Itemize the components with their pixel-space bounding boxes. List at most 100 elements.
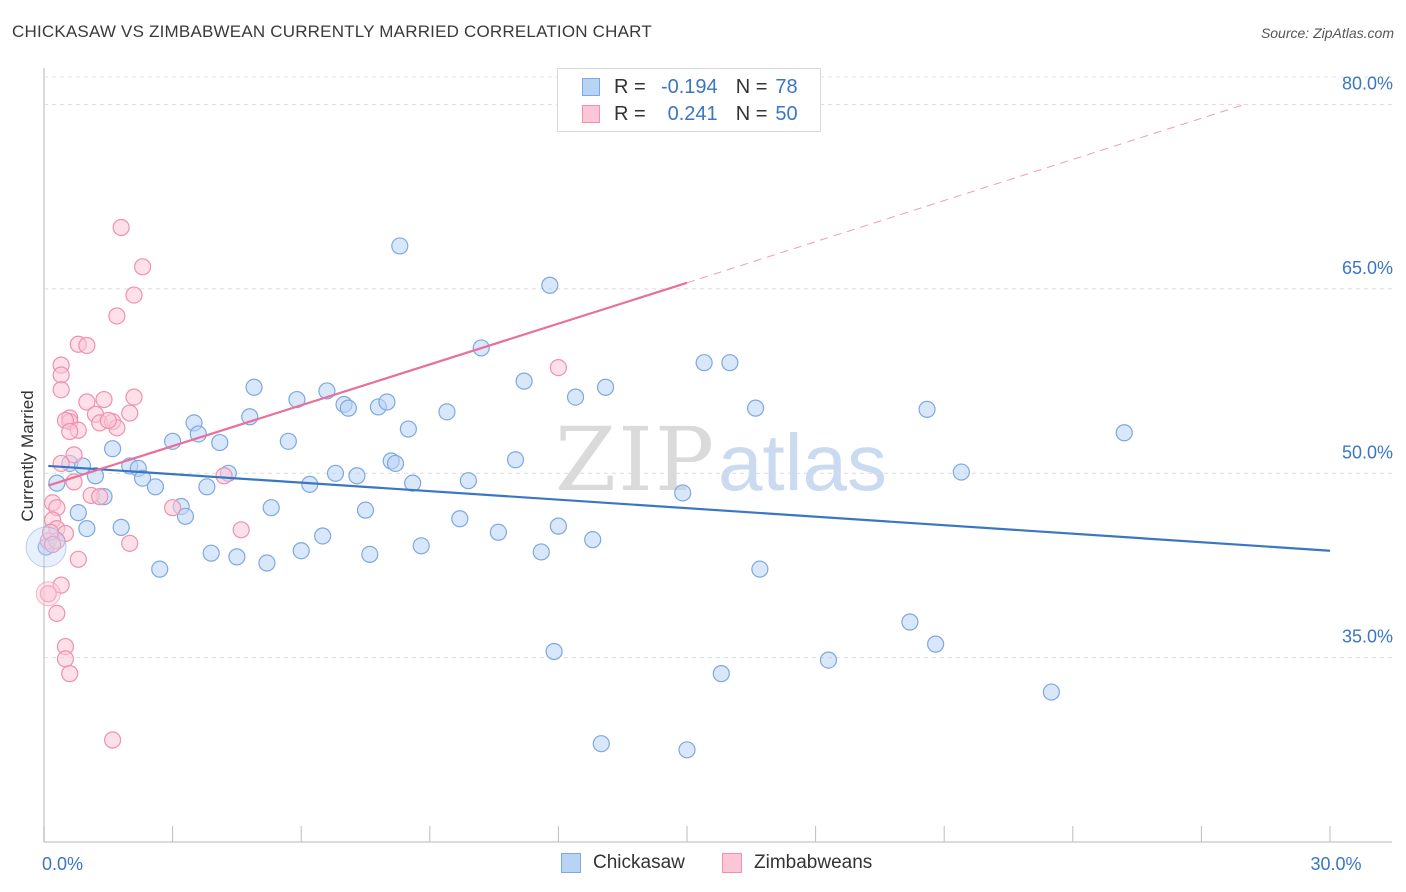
chickasaw-point	[566, 388, 585, 406]
zimbabweans-point	[61, 665, 79, 683]
watermark-atlas: atlas	[718, 418, 887, 507]
chickasaw-point	[674, 484, 692, 502]
zimbabweans-point	[43, 535, 62, 554]
chickasaw-point	[262, 499, 280, 517]
zimbabweans-point	[232, 521, 250, 539]
zimbabweans-point	[125, 388, 143, 406]
zimbabweans-point	[215, 467, 233, 485]
chickasaw-point	[901, 613, 919, 631]
r-label: R =	[614, 75, 646, 98]
zimbabweans-point	[108, 307, 126, 325]
zimbabweans-point	[549, 358, 568, 377]
zimbabweans-point	[56, 650, 75, 668]
zimbabweans-point	[125, 286, 143, 304]
chickasaw-point	[151, 560, 169, 578]
chickasaw-point	[112, 518, 130, 536]
zimbabweans-point	[52, 576, 70, 594]
chickasaw-legend-swatch	[561, 853, 581, 873]
chickasaw-point	[314, 527, 332, 545]
legend-row-chickasaw: R = -0.194 N = 78	[582, 75, 798, 99]
n-label: N =	[735, 102, 768, 125]
zimbabweans-point	[52, 454, 70, 473]
n-label: N =	[735, 75, 768, 98]
zimbabweans-r-value: 0.241	[667, 102, 718, 125]
x-tick-label: 30.0%	[1310, 854, 1361, 874]
zimbabweans-point	[133, 258, 152, 276]
y-tick-label: 50.0%	[1342, 442, 1393, 462]
zimbabweans-point	[48, 604, 66, 623]
chickasaw-point	[211, 433, 229, 452]
zimbabweans-legend-swatch	[722, 853, 742, 873]
chickasaw-point	[245, 378, 263, 396]
chickasaw-point	[103, 440, 122, 458]
chickasaw-point	[399, 420, 417, 438]
x-tick-label: 0.0%	[42, 854, 83, 874]
chickasaw-point	[549, 517, 568, 535]
chickasaw-point	[176, 507, 195, 525]
chickasaw-point	[584, 531, 602, 549]
bottom-legend-chickasaw: Chickasaw	[561, 852, 685, 874]
zimbabweans-point	[91, 488, 109, 506]
zimbabweans-point	[112, 218, 130, 237]
zimbabweans-point	[164, 499, 182, 517]
chickasaw-point	[506, 451, 525, 469]
chickasaw-point	[339, 399, 357, 417]
chickasaw-point	[678, 741, 696, 759]
legend-row-zimbabweans: R = 0.241 N = 50	[582, 102, 798, 126]
chickasaw-point	[712, 665, 730, 683]
chickasaw-point	[592, 735, 610, 753]
chickasaw-point	[596, 378, 615, 396]
chickasaw-point	[279, 432, 297, 450]
chickasaw-point	[133, 469, 152, 487]
chickasaw-point	[198, 478, 216, 496]
chickasaw-point	[515, 372, 533, 390]
y-tick-label: 65.0%	[1342, 258, 1393, 278]
chickasaw-point	[438, 403, 456, 421]
chickasaw-point	[695, 354, 713, 372]
y-axis-title: Currently Married	[18, 390, 37, 521]
chickasaw-point	[1115, 424, 1133, 442]
chickasaw-point	[348, 467, 366, 485]
chickasaw-point	[721, 354, 739, 372]
chickasaw-point	[952, 463, 970, 481]
zimbabweans-trendline	[47, 281, 688, 487]
zimbabweans-point	[61, 422, 79, 441]
chickasaw-n-value: 78	[775, 75, 798, 98]
watermark-zip: ZIP	[555, 408, 716, 511]
chickasaw-point	[69, 504, 87, 522]
chickasaw-point	[378, 393, 396, 411]
chickasaw-point	[228, 548, 246, 566]
chickasaw-r-value: -0.194	[660, 75, 718, 98]
chickasaw-point	[541, 276, 559, 294]
chickasaw-point	[189, 425, 207, 443]
chickasaw-trendline	[48, 464, 1331, 552]
chickasaw-point	[751, 560, 769, 578]
bottom-legend-zimbabweans: Zimbabweans	[722, 852, 872, 874]
zimbabweans-point	[65, 446, 83, 464]
zimbabweans-legend-label: Zimbabweans	[754, 852, 873, 873]
correlation-legend: R = -0.194 N = 78 R = 0.241 N = 50	[557, 68, 821, 132]
zimbabweans-point	[39, 585, 57, 603]
zimbabweans-point	[121, 534, 139, 552]
chickasaw-point	[326, 464, 345, 482]
chickasaw-point	[361, 545, 379, 564]
chickasaw-point	[545, 642, 563, 661]
zimbabweans-point	[69, 550, 87, 568]
y-tick-label: 35.0%	[1342, 627, 1393, 647]
chickasaw-point	[391, 237, 409, 255]
chickasaw-point	[459, 472, 477, 490]
chickasaw-point	[386, 454, 405, 473]
chickasaw-point	[1042, 683, 1060, 701]
zimbabweans-cluster-point	[35, 581, 61, 607]
chickasaw-point	[202, 544, 220, 562]
chickasaw-point	[78, 519, 96, 538]
chickasaw-point	[258, 554, 276, 572]
chickasaw-point	[412, 537, 430, 555]
zimbabweans-point	[78, 336, 96, 355]
r-label: R =	[614, 102, 646, 125]
zimbabweans-point	[52, 381, 70, 399]
chickasaw-point	[927, 635, 945, 653]
chickasaw-point	[918, 400, 936, 418]
zimbabweans-point	[99, 411, 117, 430]
